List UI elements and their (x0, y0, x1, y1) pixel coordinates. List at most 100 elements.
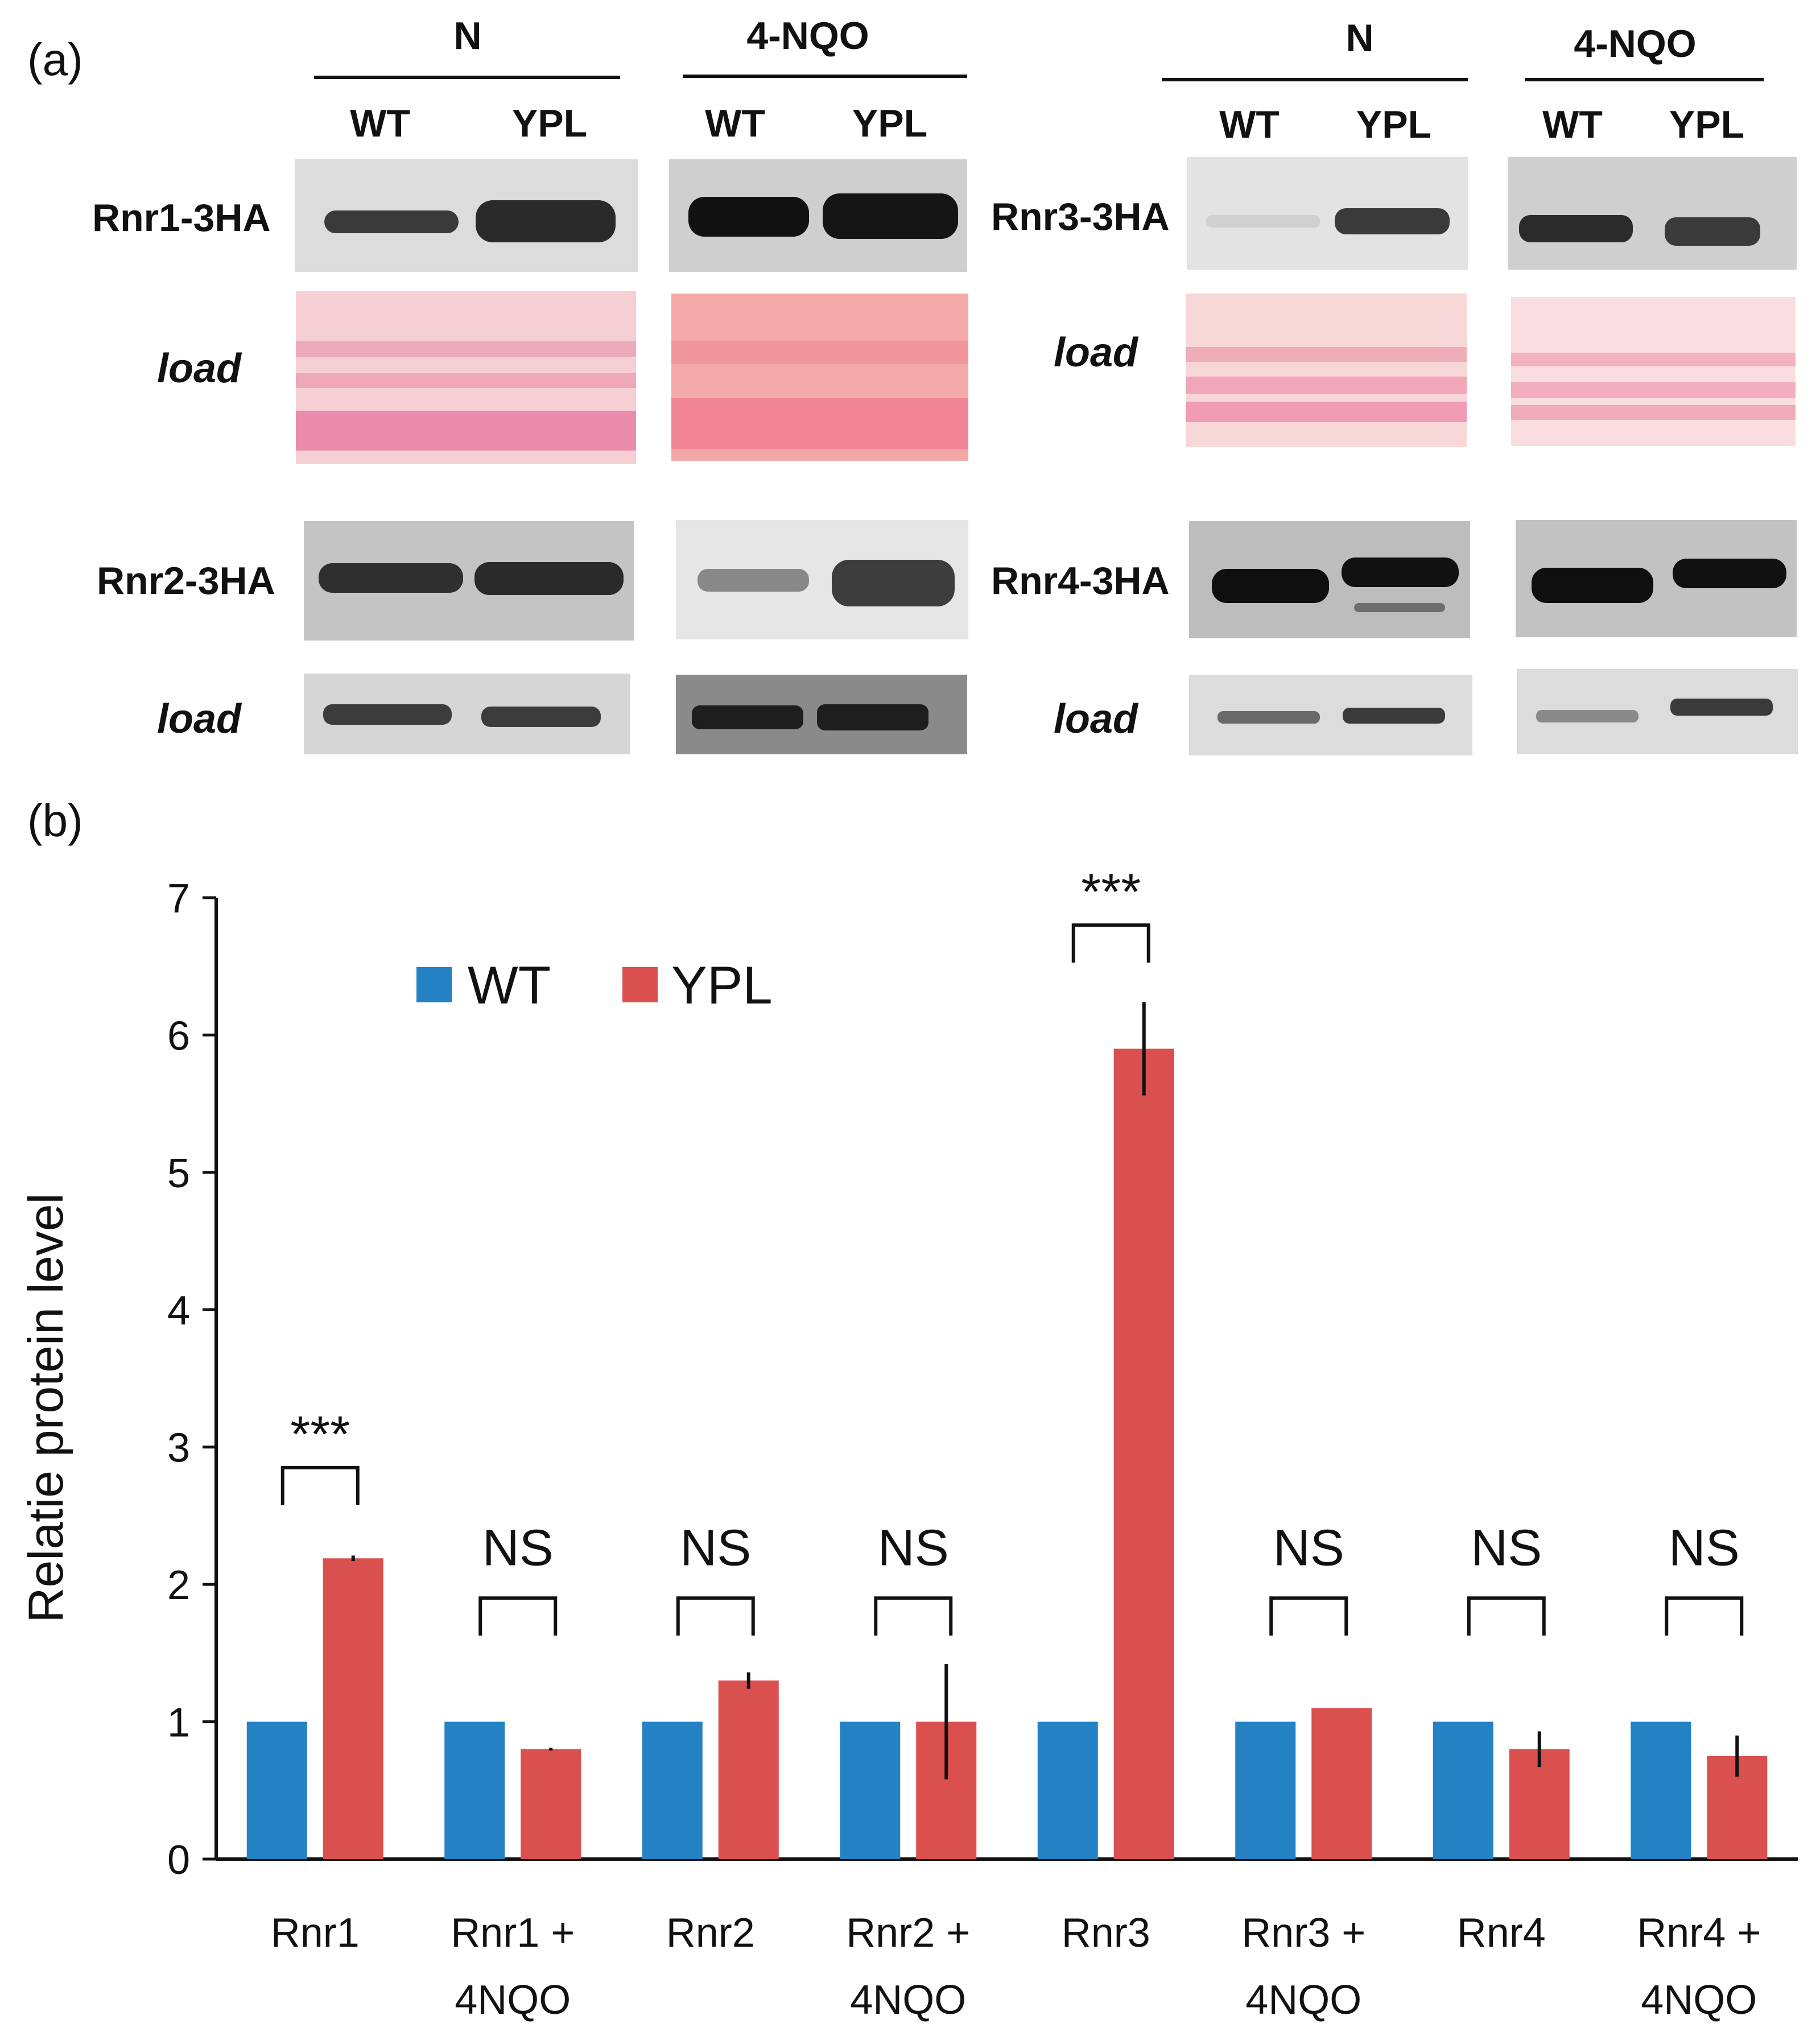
blot-band (688, 197, 809, 237)
panel-b-label: (b) (27, 795, 83, 846)
y-tick-label: 2 (167, 1563, 190, 1608)
significance-bracket (874, 1596, 953, 1636)
bar-ypl (521, 1749, 581, 1859)
x-tick-label: Rnr1 (271, 1910, 360, 1956)
x-tick-label: Rnr3 + (1241, 1910, 1365, 1956)
blot-rnr3-4nqo (1508, 157, 1797, 270)
load-label: load (1054, 696, 1139, 742)
significance-bracket (1467, 1596, 1546, 1636)
blot-band (1532, 568, 1653, 603)
blot-band (474, 562, 624, 595)
blot-band (324, 210, 459, 233)
blot-band (698, 569, 809, 592)
legend-label-wt: WT (468, 955, 551, 1015)
blot-band (1673, 559, 1786, 588)
blot-condition-n-right: N (1346, 16, 1373, 60)
bar-wt (1631, 1721, 1691, 1859)
x-tick-label-line2: 4NQO (850, 1977, 966, 2023)
blot-band (1342, 557, 1459, 587)
protein-label-rnr4: Rnr4-3HA (991, 559, 1170, 602)
protein-label-rnr3: Rnr3-3HA (991, 195, 1170, 238)
bar-ypl (323, 1558, 383, 1859)
load-ponceau (1186, 294, 1467, 447)
strain-label: YPL (1356, 103, 1431, 146)
significance-label: NS (1471, 1519, 1542, 1576)
load-ponceau (1511, 297, 1796, 446)
load-band (1511, 382, 1796, 398)
load-label: load (157, 696, 242, 742)
strain-label: YPL (512, 102, 587, 145)
bar-ypl (1311, 1708, 1372, 1859)
blot-condition-4nqo-left: 4-NQO (746, 14, 869, 57)
load-band (1343, 708, 1445, 724)
significance-label: *** (290, 1406, 350, 1463)
blot-band (1335, 208, 1450, 234)
blot-condition-n-left: N (453, 14, 481, 57)
strain-label: WT (1542, 103, 1603, 146)
strain-label: WT (1219, 103, 1280, 146)
load-band (1186, 347, 1467, 362)
significance-label: NS (878, 1519, 949, 1576)
x-tick-label: Rnr2 + (846, 1910, 970, 1956)
load-band (692, 705, 803, 729)
x-tick-label: Rnr1 + (451, 1910, 575, 1956)
significance-bracket (478, 1596, 558, 1636)
strain-label: WT (350, 102, 410, 145)
load-band (1511, 405, 1796, 420)
legend-label-ypl: YPL (671, 955, 773, 1015)
significance-label: NS (1669, 1519, 1740, 1576)
bar-wt (840, 1721, 901, 1859)
blot-band (823, 193, 958, 239)
significance-label: *** (1081, 864, 1141, 920)
x-tick-label: Rnr4 (1457, 1910, 1546, 1956)
significance-bracket (1071, 923, 1150, 963)
bar-ypl (718, 1680, 779, 1859)
significance-bracket (280, 1465, 360, 1505)
significance-label: NS (482, 1519, 554, 1576)
x-tick-label: Rnr4 + (1637, 1910, 1761, 1956)
load-label: load (1054, 330, 1139, 375)
load-band (481, 707, 601, 727)
load-band (671, 341, 968, 364)
load-band (296, 411, 636, 451)
y-tick-label: 4 (167, 1288, 190, 1333)
legend-swatch-ypl (622, 967, 658, 1002)
load-band (1536, 710, 1639, 722)
blot-band (1206, 215, 1320, 228)
load-band (671, 398, 968, 449)
bar-wt (1433, 1721, 1493, 1859)
y-tick-label: 3 (167, 1426, 190, 1471)
y-tick-label: 0 (167, 1837, 190, 1883)
y-tick-label: 5 (167, 1151, 190, 1196)
load-band (296, 341, 636, 357)
y-tick-label: 6 (167, 1013, 190, 1059)
significance-label: NS (680, 1519, 751, 1576)
significance-bracket (676, 1596, 755, 1636)
load-band (296, 373, 636, 388)
strain-label: WT (705, 102, 765, 145)
y-tick-label: 1 (167, 1700, 190, 1746)
blot-band (319, 563, 463, 593)
blot-band (1212, 569, 1329, 603)
load-band (1186, 377, 1467, 394)
x-tick-label: Rnr3 (1062, 1910, 1150, 1956)
blot-band (1519, 215, 1633, 242)
bar-wt (444, 1721, 505, 1859)
y-tick-label: 7 (167, 876, 190, 922)
protein-label-rnr2: Rnr2-3HA (97, 559, 275, 602)
x-tick-label-line2: 4NQO (1641, 1977, 1757, 2023)
x-tick-label: Rnr2 (666, 1910, 755, 1956)
significance-bracket (1665, 1596, 1744, 1636)
strain-label: YPL (1669, 103, 1744, 146)
load-band (1511, 353, 1796, 366)
blot-condition-4nqo-right: 4-NQO (1574, 22, 1696, 65)
strain-label: YPL (852, 102, 927, 145)
bar-wt (1235, 1721, 1296, 1859)
blot-band (832, 560, 955, 606)
bar-chart: 0 1 2 3 4 5 6 7 Rnr1 *** Rnr1 + 4NQO NS Rnr2 NS Rnr2 + 4… (167, 864, 1798, 2023)
x-tick-label-line2: 4NQO (1245, 1977, 1361, 2023)
y-axis-label: Relatie protein level (19, 1193, 73, 1622)
bar-wt (246, 1721, 307, 1859)
load-band (323, 704, 452, 725)
